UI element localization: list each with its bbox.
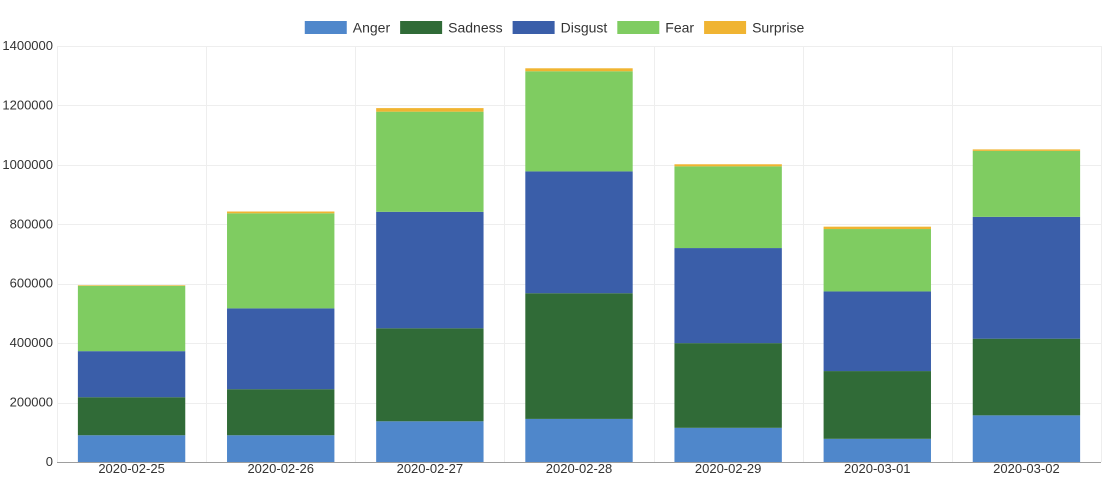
bar-sadness-2020-02-26[interactable] (227, 389, 335, 436)
x-tick-label: 2020-03-01 (844, 461, 911, 476)
x-tick-label: 2020-02-28 (546, 461, 613, 476)
bar-anger-2020-03-02[interactable] (972, 415, 1081, 462)
bar-anger-2020-02-25[interactable] (77, 435, 186, 462)
bar-surprise-2020-03-02[interactable] (972, 149, 1081, 151)
bar-anger-2020-02-28[interactable] (525, 418, 633, 462)
legend-swatch (617, 21, 660, 34)
x-tick-label: 2020-02-26 (247, 461, 314, 476)
bar-sadness-2020-03-02[interactable] (972, 338, 1081, 416)
legend-item-fear[interactable]: Fear (617, 20, 694, 36)
legend-label: Anger (353, 20, 391, 36)
x-tick-label: 2020-02-29 (695, 461, 762, 476)
legend-item-sadness[interactable]: Sadness (400, 20, 503, 36)
bar-fear-2020-02-25[interactable] (77, 285, 186, 352)
y-tick-label: 400000 (10, 335, 53, 350)
bar-surprise-2020-02-25[interactable] (77, 285, 186, 286)
bar-disgust-2020-02-28[interactable] (525, 171, 633, 294)
bar-fear-2020-03-02[interactable] (972, 150, 1081, 217)
x-tick-label: 2020-02-27 (397, 461, 464, 476)
legend-label: Fear (665, 20, 694, 36)
bar-sadness-2020-02-29[interactable] (674, 343, 782, 428)
y-tick-label: 600000 (10, 276, 53, 291)
bar-fear-2020-02-29[interactable] (674, 166, 782, 249)
legend-swatch (400, 21, 443, 34)
y-tick-label: 200000 (10, 395, 53, 410)
legend-label: Sadness (448, 20, 502, 36)
bar-fear-2020-02-28[interactable] (525, 71, 633, 172)
legend-item-surprise[interactable]: Surprise (704, 20, 804, 36)
bar-disgust-2020-02-29[interactable] (674, 248, 782, 344)
legend-swatch (512, 21, 555, 34)
bar-surprise-2020-02-29[interactable] (674, 164, 782, 167)
bar-anger-2020-02-27[interactable] (376, 421, 484, 462)
bar-sadness-2020-02-25[interactable] (77, 397, 186, 436)
bar-fear-2020-02-27[interactable] (376, 111, 484, 212)
bar-sadness-2020-02-27[interactable] (376, 328, 484, 422)
legend-item-anger[interactable]: Anger (304, 20, 391, 36)
bar-anger-2020-02-29[interactable] (674, 427, 782, 462)
y-tick-label: 800000 (10, 216, 53, 231)
bar-surprise-2020-02-28[interactable] (525, 68, 633, 72)
legend-swatch (304, 21, 347, 34)
bars (77, 68, 1081, 462)
x-tick-label: 2020-02-25 (98, 461, 165, 476)
bar-anger-2020-03-01[interactable] (823, 438, 931, 462)
bar-surprise-2020-02-26[interactable] (227, 211, 335, 214)
legend-label: Surprise (752, 20, 804, 36)
y-tick-label: 1400000 (2, 38, 53, 53)
bar-fear-2020-02-26[interactable] (227, 213, 335, 309)
y-tick-label: 1200000 (2, 97, 53, 112)
bar-disgust-2020-02-25[interactable] (77, 351, 186, 398)
legend-item-disgust[interactable]: Disgust (512, 20, 608, 36)
bar-anger-2020-02-26[interactable] (227, 435, 335, 462)
y-tick-label: 0 (46, 454, 53, 469)
legend: Anger Sadness Disgust Fear Surprise (304, 20, 804, 36)
bar-surprise-2020-02-27[interactable] (376, 108, 484, 112)
bar-disgust-2020-02-27[interactable] (376, 211, 484, 329)
axes: 0 200000 400000 600000 800000 1000000 1200000 1… (2, 38, 1101, 476)
bar-sadness-2020-03-01[interactable] (823, 371, 931, 439)
bar-disgust-2020-02-26[interactable] (227, 308, 335, 390)
bar-disgust-2020-03-02[interactable] (972, 216, 1081, 339)
bar-surprise-2020-03-01[interactable] (823, 226, 931, 230)
legend-swatch (704, 21, 747, 34)
bar-sadness-2020-02-28[interactable] (525, 293, 633, 419)
bar-fear-2020-03-01[interactable] (823, 229, 931, 292)
bar-disgust-2020-03-01[interactable] (823, 291, 931, 372)
y-tick-label: 1000000 (2, 157, 53, 172)
legend-label: Disgust (561, 20, 608, 36)
x-tick-label: 2020-03-02 (993, 461, 1060, 476)
